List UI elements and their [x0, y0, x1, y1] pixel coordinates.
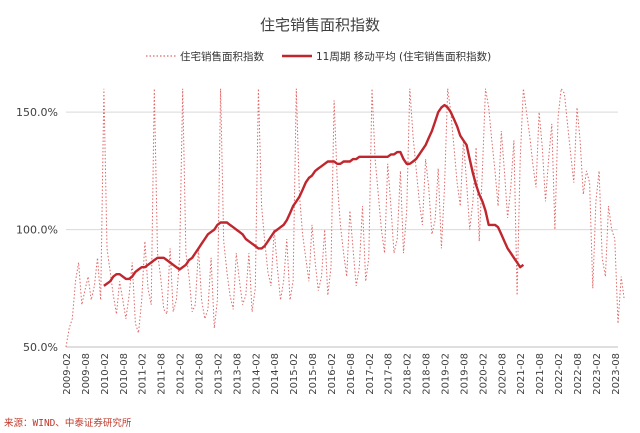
x-tick-label: 2010-02 [100, 353, 111, 395]
x-tick-label: 2018-02 [403, 353, 414, 395]
x-tick-label: 2016-08 [346, 353, 357, 395]
x-tick-label: 2014-02 [251, 353, 262, 395]
y-tick-label: 150.0% [16, 106, 58, 119]
x-tick-label: 2011-02 [138, 353, 149, 395]
x-axis-ticks: 2009-02 2009-08 2010-02 2010-08 2011-02 2011-… [62, 353, 622, 395]
x-tick-label: 2017-08 [384, 353, 395, 395]
x-tick-label: 2019-08 [459, 353, 470, 395]
legend-label-monthly: 住宅销售面积指数 [180, 50, 264, 63]
y-axis-ticks: 50.0% 100.0% 150.0% [16, 106, 58, 354]
x-tick-label: 2013-08 [232, 353, 243, 395]
x-tick-label: 2020-02 [478, 353, 489, 395]
x-tick-label: 2022-08 [573, 353, 584, 395]
x-tick-label: 2021-02 [516, 353, 527, 395]
x-tick-label: 2023-08 [611, 353, 622, 395]
series-line-monthly-index [65, 87, 625, 348]
chart-title: 住宅销售面积指数 [260, 16, 380, 34]
legend-label-moving-average: 11周期 移动平均 (住宅销售面积指数) [316, 50, 491, 63]
x-tick-label: 2019-02 [441, 353, 452, 395]
x-tick-label: 2022-02 [554, 353, 565, 395]
y-tick-label: 50.0% [23, 341, 58, 354]
y-gridlines [66, 111, 618, 348]
x-tick-label: 2016-02 [327, 353, 338, 395]
y-tick-label: 100.0% [16, 224, 58, 237]
x-tick-label: 2020-08 [497, 353, 508, 395]
x-tick-label: 2012-02 [176, 353, 187, 395]
x-tick-label: 2011-08 [157, 353, 168, 395]
x-tick-label: 2013-02 [213, 353, 224, 395]
x-tick-label: 2017-02 [365, 353, 376, 395]
x-tick-label: 2010-08 [119, 353, 130, 395]
x-tick-label: 2015-02 [289, 353, 300, 395]
x-tick-label: 2018-08 [422, 353, 433, 395]
legend: 住宅销售面积指数 11周期 移动平均 (住宅销售面积指数) [146, 50, 491, 63]
source-note: 来源：WIND、中泰证券研究所 [4, 418, 132, 429]
x-tick-label: 2023-02 [592, 353, 603, 395]
x-tick-label: 2021-08 [535, 353, 546, 395]
x-tick-label: 2015-08 [308, 353, 319, 395]
x-tick-label: 2009-08 [81, 353, 92, 395]
x-tick-label: 2012-08 [194, 353, 205, 395]
series-line-moving-average [103, 103, 525, 287]
x-tick-label: 2014-08 [270, 353, 281, 395]
x-tick-label: 2009-02 [62, 353, 73, 395]
plot-area [65, 87, 625, 348]
